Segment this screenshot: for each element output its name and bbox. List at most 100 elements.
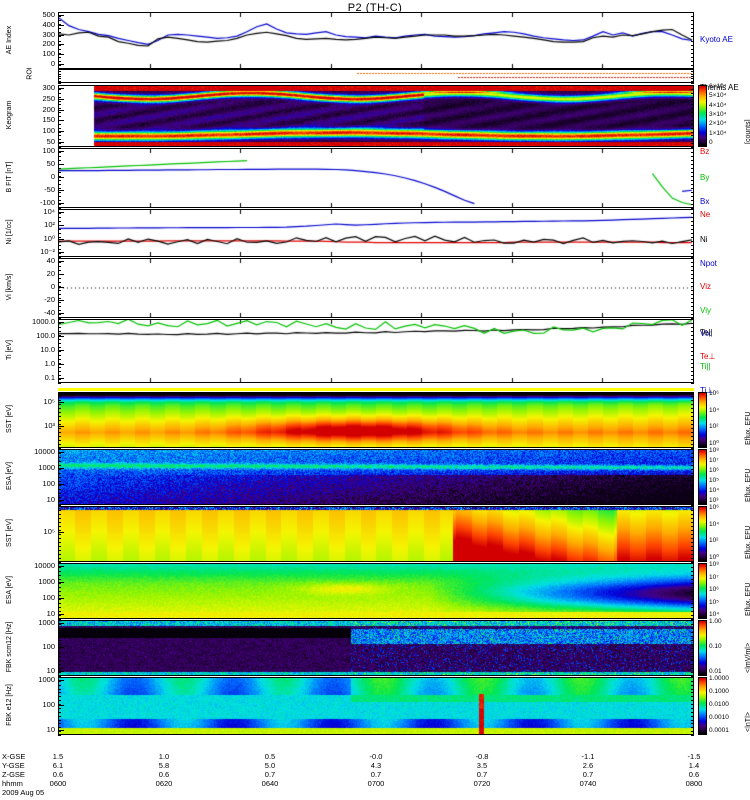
xaxis-hhmm-6: 0800	[685, 779, 703, 788]
legend-ae-KyotoAE: Kyoto AE	[700, 35, 733, 44]
minor-tick	[691, 696, 694, 698]
tickmark	[58, 350, 64, 351]
xaxis-hhmm-1: 0620	[155, 779, 173, 788]
xaxis-XGSE-6: -1.5	[687, 752, 701, 761]
colorbar-tick-keogram-1: 5×10⁴	[709, 92, 727, 100]
minor-tick	[691, 680, 694, 682]
colorbar-tick-keogram-2: 4×10⁴	[709, 101, 727, 109]
tickmark	[58, 623, 64, 624]
minor-tick	[691, 221, 694, 222]
minor-tick	[58, 440, 61, 441]
minor-tick	[691, 331, 694, 332]
minor-tick	[58, 396, 61, 397]
minor-tick	[58, 550, 61, 551]
minor-tick	[58, 56, 61, 58]
ytick-esa_i-0: 10000	[34, 561, 55, 570]
ylabel-ae: AE Index	[6, 25, 13, 54]
minor-tick	[691, 727, 694, 729]
minor-tick	[58, 677, 61, 678]
panel-esa_i	[58, 563, 694, 619]
legend-vi-Viz: Viz	[700, 282, 711, 291]
minor-tick	[691, 404, 694, 405]
ytick-vi-1: 20	[46, 269, 55, 278]
minor-tick	[691, 266, 694, 267]
panel-separator	[58, 388, 694, 391]
legend-ti-Te: Te⊥	[700, 352, 716, 361]
minor-tick	[691, 668, 694, 669]
minor-tick	[691, 624, 694, 625]
minor-tick	[691, 363, 694, 364]
colorbar-sst_i	[698, 506, 707, 562]
minor-tick	[58, 40, 61, 42]
minor-tick	[691, 424, 694, 425]
minor-tick	[691, 335, 694, 336]
ylabel-vi: Vi [km/s]	[6, 273, 13, 301]
minor-tick	[691, 656, 694, 657]
ytick-fbk_e-0: 1000	[38, 675, 55, 684]
minor-tick	[691, 735, 694, 736]
minor-tick	[691, 707, 694, 709]
tickmark	[58, 671, 64, 672]
canvas-roi	[59, 70, 693, 82]
minor-tick	[691, 461, 694, 462]
page-title: P2 (TH-C)	[347, 2, 403, 14]
tickmark	[58, 484, 64, 485]
legend-bfit-Bx: Bx	[700, 197, 710, 206]
tickmark	[58, 238, 64, 240]
minor-tick	[691, 209, 694, 210]
minor-tick	[58, 245, 61, 246]
minor-tick	[58, 76, 61, 77]
minor-tick	[691, 400, 694, 401]
ytick-bfit-0: 100	[42, 146, 55, 155]
legend-ti-Ti: Ti||	[700, 362, 711, 371]
minor-tick	[58, 428, 61, 429]
minor-tick	[58, 587, 61, 588]
minor-tick	[691, 448, 694, 449]
minor-tick	[58, 52, 61, 54]
minor-tick	[58, 266, 61, 267]
minor-tick	[691, 131, 694, 133]
minor-tick	[691, 412, 694, 413]
xaxis-rowname-ZGSE: Z-GSE	[2, 770, 25, 779]
ytick-ni-0: 10⁴	[43, 207, 55, 216]
minor-tick	[58, 448, 61, 449]
minor-tick	[691, 323, 694, 324]
minor-tick	[58, 477, 61, 478]
minor-tick	[691, 489, 694, 490]
tickmark	[58, 64, 64, 65]
minor-tick	[691, 156, 694, 157]
minor-tick	[58, 562, 61, 563]
minor-tick	[58, 680, 61, 682]
minor-tick	[58, 404, 61, 405]
minor-tick	[691, 704, 694, 706]
xaxis-rowname-XGSE: X-GSE	[2, 752, 26, 761]
minor-tick	[58, 204, 61, 205]
minor-tick	[691, 245, 694, 246]
minor-tick	[58, 343, 61, 344]
minor-tick	[58, 731, 61, 733]
tickmark	[58, 203, 64, 204]
minor-tick	[58, 461, 61, 462]
minor-tick	[58, 696, 61, 698]
minor-tick	[58, 290, 61, 291]
minor-tick	[691, 367, 694, 368]
minor-tick	[58, 184, 61, 185]
tickmark	[58, 532, 64, 533]
xaxis-YGSE-5: 2.6	[582, 761, 594, 770]
minor-tick	[691, 80, 694, 82]
minor-tick	[58, 78, 61, 80]
minor-tick	[691, 542, 694, 543]
minor-tick	[58, 294, 61, 295]
minor-tick	[58, 514, 61, 515]
minor-tick	[691, 485, 694, 486]
colorbar-tick-sst_e-3: 10⁰	[709, 440, 719, 447]
xaxis-XGSE-3: -0.0	[369, 752, 383, 761]
xaxis-hhmm-2: 0640	[261, 779, 279, 788]
minor-tick	[691, 351, 694, 352]
minor-tick	[691, 78, 694, 80]
xaxis-ZGSE-3: 0.7	[370, 770, 382, 779]
ytick-ae-4: 100	[42, 49, 55, 59]
minor-tick	[58, 444, 61, 445]
minor-tick	[691, 76, 694, 77]
